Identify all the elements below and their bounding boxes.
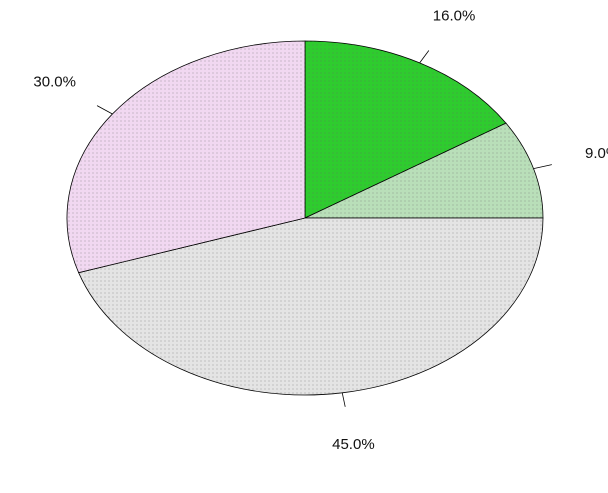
data-label: 45.0% [332,436,375,453]
chart: 16.0% 9.0% 45.0% 30.0% [0,0,608,493]
data-label: 30.0% [33,74,76,91]
leader-line [534,165,552,169]
leader-line [97,106,112,114]
data-label: 16.0% [433,7,476,24]
leader-line [342,393,345,407]
leader-line [420,50,429,62]
data-label: 9.0% [585,145,608,162]
